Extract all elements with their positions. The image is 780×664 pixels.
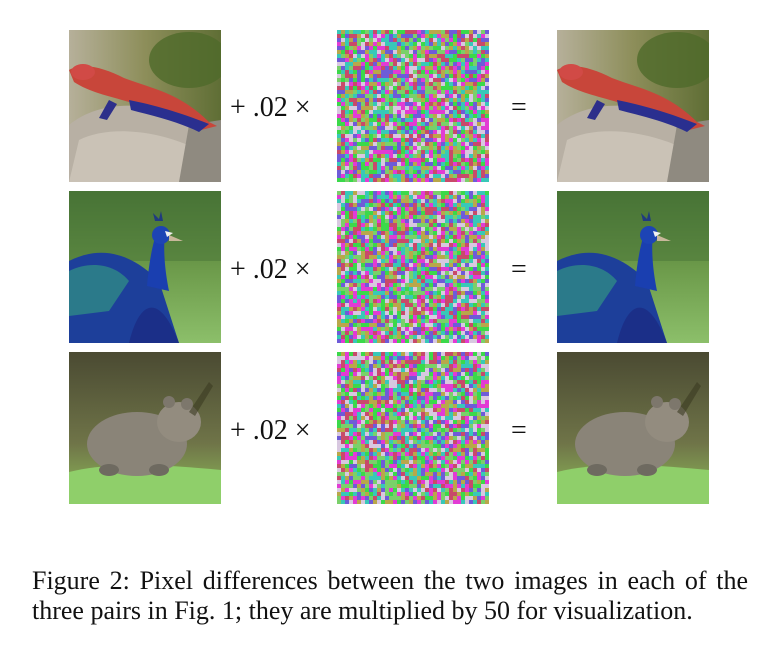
peacock-original-image — [69, 191, 221, 343]
wombat-noise-image — [337, 352, 489, 504]
peacock-noise-image — [337, 191, 489, 343]
equals-sign: = — [511, 92, 527, 123]
equals-sign: = — [511, 415, 527, 446]
lizard-original-image — [69, 30, 221, 182]
plus-scale-operator: + .02 × — [230, 254, 311, 285]
wombat-original-image — [69, 352, 221, 504]
figure-panel: + .02 × = — [69, 30, 709, 504]
figure-caption: Figure 2: Pixel differences between the … — [32, 566, 748, 625]
lizard-adversarial-image — [557, 30, 709, 182]
plus-scale-operator: + .02 × — [230, 415, 311, 446]
equals-sign: = — [511, 254, 527, 285]
peacock-adversarial-image — [557, 191, 709, 343]
wombat-adversarial-image — [557, 352, 709, 504]
lizard-noise-image — [337, 30, 489, 182]
plus-scale-operator: + .02 × — [230, 92, 311, 123]
